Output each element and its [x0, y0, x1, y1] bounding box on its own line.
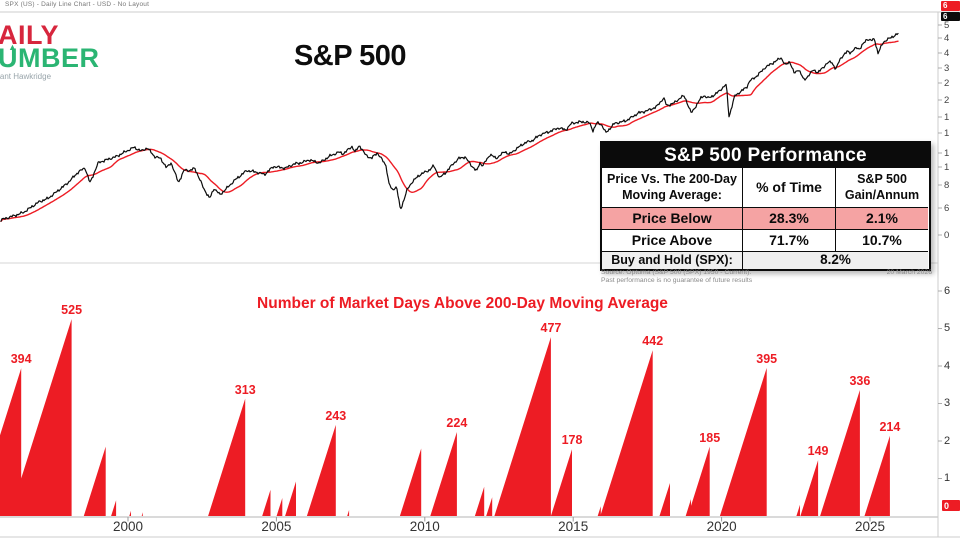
disclaimer-text: Past performance is no guarantee of futu…: [601, 276, 753, 284]
table-grid: Price Vs. The 200-Day Moving Average: % …: [602, 168, 929, 269]
table-col2-header: % of Time: [742, 168, 835, 207]
col3-header-line1: S&P 500: [857, 171, 907, 186]
brand-logo: DAILY ▲ NUMBER Grant Hawkridge: [0, 20, 100, 81]
price-line: [0, 32, 899, 222]
row-price-below-label: Price Below: [602, 207, 742, 229]
row-price-below-gain: 2.1%: [835, 207, 928, 229]
window-titlebar: SPX (US) - Daily Line Chart - USD - No L…: [5, 1, 150, 8]
row-price-below-pct: 28.3%: [742, 207, 835, 229]
table-source-line: Source: Optuma (S&P 500 (SPX) 1950 - Cur…: [601, 269, 932, 276]
days-count-badge: 0: [942, 500, 960, 511]
lower-panel-title: Number of Market Days Above 200-Day Movi…: [257, 295, 668, 312]
row-buyhold-value: 8.2%: [742, 251, 928, 269]
logo-word-daily: DAILY: [0, 20, 60, 50]
moving-average-badge: 6: [941, 11, 960, 21]
row-price-above-pct: 71.7%: [742, 229, 835, 251]
logo-byline: Grant Hawkridge: [0, 71, 52, 81]
table-col1-header: Price Vs. The 200-Day Moving Average:: [602, 168, 742, 207]
col1-header-line1: Price Vs. The 200-Day: [607, 171, 737, 186]
table-title: S&P 500 Performance: [602, 143, 929, 168]
col1-header-line2: Moving Average:: [622, 187, 722, 202]
source-text: Source: Optuma (S&P 500 (SPX) 1950 - Cur…: [601, 268, 752, 276]
logo-word-number: NUMBER: [0, 42, 100, 73]
table-col3-header: S&P 500 Gain/Annum: [835, 168, 928, 207]
chart-title: S&P 500: [293, 40, 407, 72]
performance-table: S&P 500 Performance Price Vs. The 200-Da…: [600, 141, 931, 271]
col3-header-line2: Gain/Annum: [844, 187, 920, 202]
row-price-above-label: Price Above: [602, 229, 742, 251]
up-arrow-icon: ▲: [8, 42, 17, 52]
row-buyhold-label: Buy and Hold (SPX):: [602, 251, 742, 269]
current-price-badge: 6: [941, 1, 960, 11]
days-above-ma-sawtooth: [0, 319, 890, 516]
date-text: 20 March 2026: [886, 268, 932, 276]
row-price-above-gain: 10.7%: [835, 229, 928, 251]
